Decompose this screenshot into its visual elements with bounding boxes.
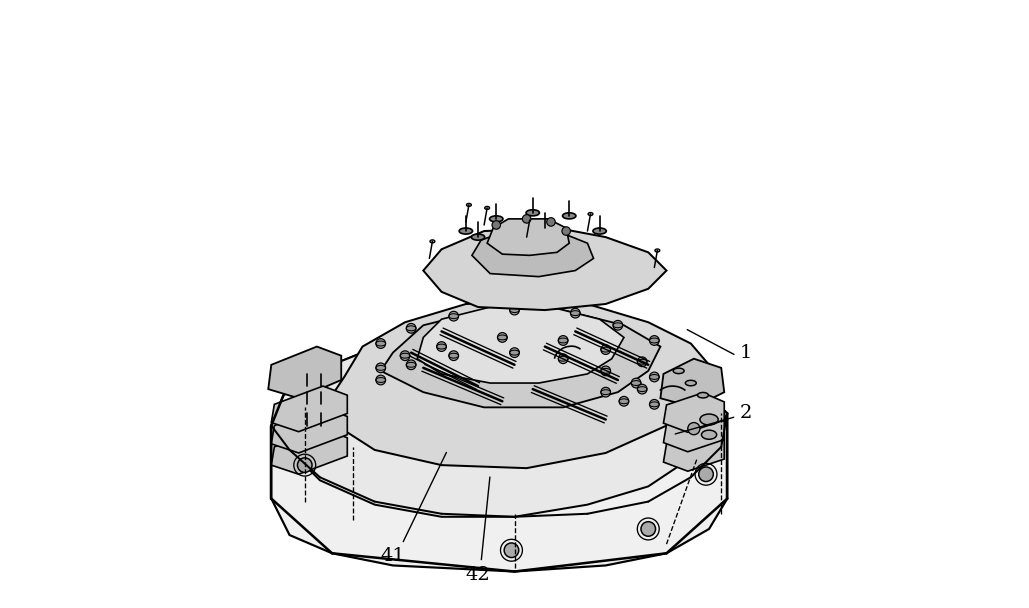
Circle shape: [559, 336, 568, 345]
Circle shape: [601, 345, 610, 354]
Circle shape: [449, 351, 459, 361]
Polygon shape: [272, 429, 348, 474]
Polygon shape: [487, 219, 569, 255]
Text: 2: 2: [740, 404, 752, 423]
Ellipse shape: [459, 228, 472, 234]
Circle shape: [641, 522, 655, 536]
Circle shape: [699, 467, 713, 482]
Polygon shape: [664, 393, 724, 432]
Ellipse shape: [593, 228, 606, 234]
Polygon shape: [326, 301, 709, 468]
Ellipse shape: [307, 370, 321, 378]
Polygon shape: [472, 228, 594, 277]
Circle shape: [509, 305, 520, 315]
Circle shape: [649, 336, 660, 345]
Circle shape: [400, 351, 410, 361]
Polygon shape: [661, 359, 724, 407]
Circle shape: [376, 339, 386, 348]
Polygon shape: [664, 432, 724, 471]
Text: 41: 41: [381, 547, 405, 565]
Polygon shape: [269, 347, 342, 398]
Circle shape: [492, 221, 500, 229]
Polygon shape: [283, 328, 728, 517]
Circle shape: [637, 384, 647, 394]
Polygon shape: [381, 310, 661, 407]
Circle shape: [559, 354, 568, 364]
Circle shape: [649, 399, 660, 409]
Circle shape: [509, 348, 520, 358]
Circle shape: [570, 308, 580, 318]
Ellipse shape: [466, 203, 471, 206]
Polygon shape: [272, 407, 348, 453]
Text: 1: 1: [740, 344, 752, 362]
Ellipse shape: [430, 240, 435, 243]
Ellipse shape: [673, 368, 684, 373]
Circle shape: [613, 320, 623, 330]
Ellipse shape: [702, 430, 716, 440]
Circle shape: [668, 384, 677, 394]
Ellipse shape: [563, 213, 576, 219]
Ellipse shape: [588, 213, 593, 216]
Circle shape: [601, 387, 610, 397]
Ellipse shape: [698, 393, 708, 398]
Circle shape: [523, 215, 531, 223]
Circle shape: [449, 311, 459, 321]
Circle shape: [406, 323, 416, 333]
Ellipse shape: [685, 381, 697, 386]
Circle shape: [376, 375, 386, 385]
Circle shape: [601, 366, 610, 376]
Circle shape: [436, 342, 447, 351]
Ellipse shape: [471, 234, 485, 240]
Ellipse shape: [527, 219, 532, 222]
Circle shape: [504, 543, 519, 558]
Circle shape: [497, 333, 507, 342]
Polygon shape: [417, 307, 624, 383]
Circle shape: [406, 360, 416, 370]
Polygon shape: [272, 328, 728, 572]
Circle shape: [687, 423, 700, 435]
Circle shape: [546, 218, 556, 226]
Polygon shape: [272, 386, 348, 432]
Polygon shape: [664, 412, 724, 452]
Ellipse shape: [700, 414, 718, 425]
Circle shape: [631, 378, 641, 388]
Ellipse shape: [654, 249, 660, 252]
Ellipse shape: [307, 389, 321, 396]
Circle shape: [619, 396, 629, 406]
Text: 42: 42: [466, 565, 491, 584]
Ellipse shape: [526, 210, 539, 216]
Ellipse shape: [485, 207, 490, 209]
Ellipse shape: [490, 216, 503, 222]
Circle shape: [637, 357, 647, 367]
Circle shape: [562, 227, 570, 235]
Circle shape: [649, 372, 660, 382]
Circle shape: [376, 363, 386, 373]
Polygon shape: [423, 228, 667, 310]
Circle shape: [297, 458, 312, 472]
Ellipse shape: [538, 225, 552, 231]
Ellipse shape: [307, 410, 321, 417]
